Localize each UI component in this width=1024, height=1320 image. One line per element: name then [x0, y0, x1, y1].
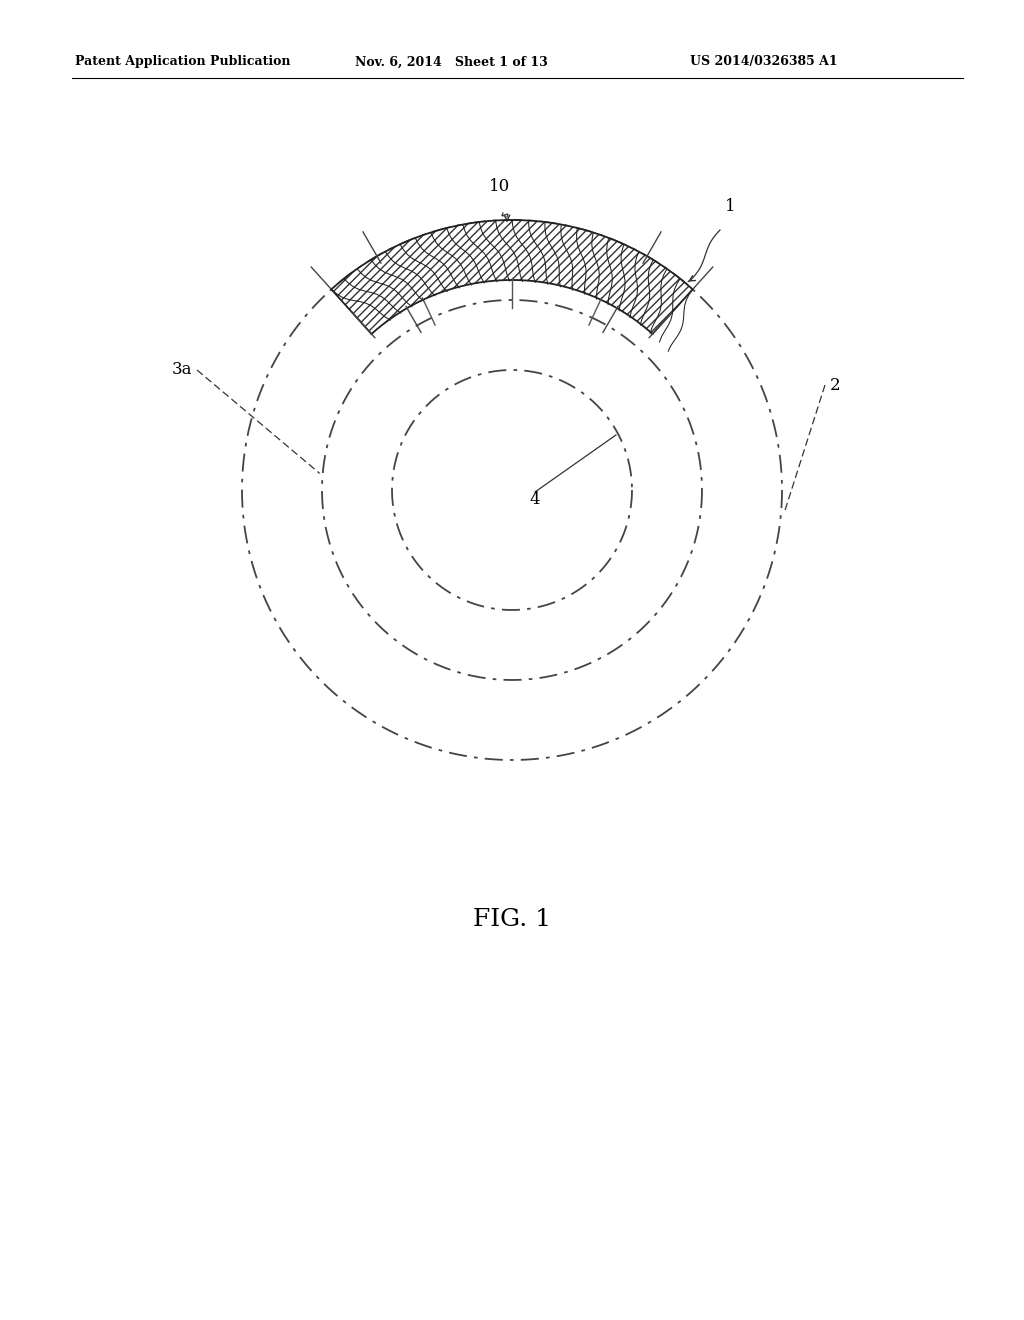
Text: 1: 1 [725, 198, 735, 215]
Text: Nov. 6, 2014   Sheet 1 of 13: Nov. 6, 2014 Sheet 1 of 13 [355, 55, 548, 69]
Text: 4: 4 [529, 491, 541, 508]
Text: Patent Application Publication: Patent Application Publication [75, 55, 291, 69]
Text: 3a: 3a [171, 362, 193, 379]
Text: 10: 10 [489, 178, 511, 195]
Text: 2: 2 [830, 376, 841, 393]
Text: FIG. 1: FIG. 1 [473, 908, 551, 932]
Polygon shape [332, 220, 692, 334]
Text: US 2014/0326385 A1: US 2014/0326385 A1 [690, 55, 838, 69]
